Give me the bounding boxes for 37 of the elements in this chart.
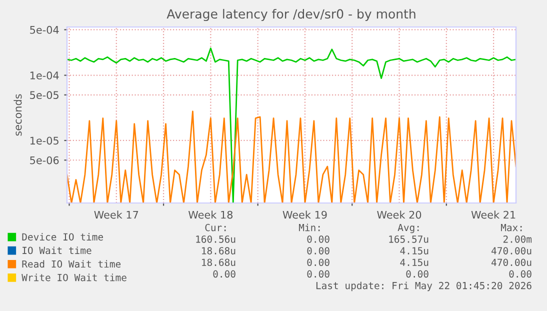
- x-tick-label: Week 19: [282, 210, 327, 219]
- text: 4.15u: [400, 247, 428, 254]
- text: 165.57u: [389, 235, 428, 243]
- y-tick-label: 1e-05: [30, 136, 58, 145]
- x-tick-label: Week 21: [471, 210, 516, 219]
- legend-label: Read IO Wait time: [22, 260, 121, 268]
- text: 4.15u: [400, 258, 428, 266]
- x-tick-label: Week 17: [94, 210, 138, 219]
- y-tick-label: 5e-04: [30, 26, 59, 34]
- text: 0.00: [213, 270, 236, 278]
- chart-title: Average latency for /dev/sr0 - by month: [166, 8, 416, 22]
- text: 0.00: [307, 258, 330, 266]
- text: Last update: Fri May 22 01:45:20 2026: [316, 282, 532, 292]
- text: 470.00u: [492, 247, 532, 254]
- text: 0.00: [307, 247, 330, 254]
- text: 160.56u: [196, 235, 236, 243]
- text: Avg:: [398, 224, 419, 234]
- y-axis-title: seconds: [14, 94, 22, 136]
- text: 0.00: [307, 270, 330, 278]
- y-tick-label: 5e-06: [30, 156, 59, 164]
- text: 2.00m: [503, 235, 532, 243]
- text: Cur:: [205, 224, 226, 232]
- text: Min:: [298, 224, 320, 232]
- legend-label: Device IO time: [22, 233, 103, 241]
- text: 18.68u: [202, 258, 236, 266]
- text: 18.68u: [202, 247, 236, 254]
- x-tick-label: Week 18: [188, 210, 233, 219]
- text: 0.00: [307, 235, 330, 243]
- text: 470.00u: [492, 258, 532, 266]
- legend-label: Write IO Wait time: [22, 274, 126, 282]
- text: 0.00: [509, 270, 532, 278]
- y-tick-label: 1e-04: [30, 72, 59, 80]
- x-tick-label: Week 20: [377, 210, 422, 219]
- text: 0.00: [406, 270, 428, 278]
- text: Max:: [500, 224, 522, 232]
- y-tick-label: 5e-05: [30, 91, 58, 100]
- legend-label: IO Wait time: [22, 246, 92, 254]
